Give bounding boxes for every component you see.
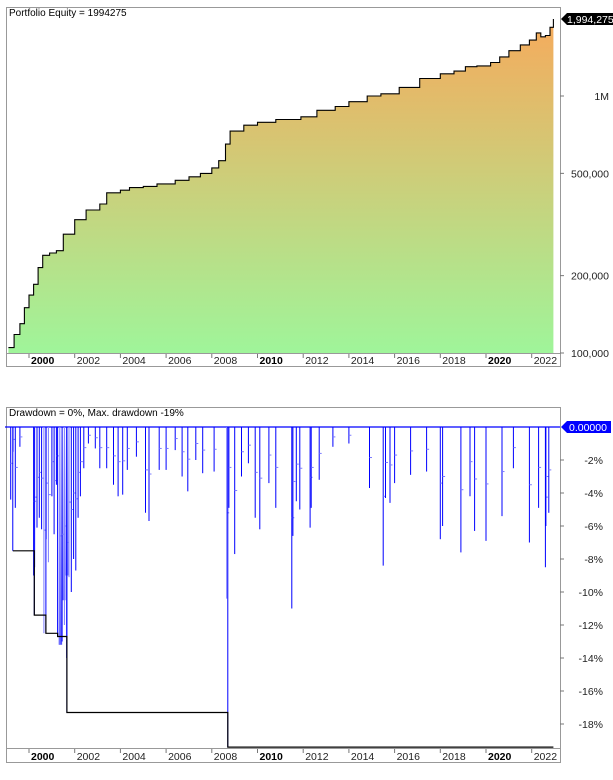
equity-title: Portfolio Equity = 1994275 <box>9 8 127 19</box>
equity-x-tick-label: 2008 <box>214 355 238 367</box>
equity-y-tick-label: 1M <box>594 91 609 103</box>
drawdown-last-value-text: 0.00000 <box>569 422 607 434</box>
drawdown-y-tick-label: -12% <box>578 620 603 632</box>
drawdown-x-tick-label: 2022 <box>534 751 558 763</box>
drawdown-y-tick-label: -8% <box>584 554 603 566</box>
drawdown-y-tick-label: -18% <box>578 719 603 731</box>
drawdown-x-tick-label: 2000 <box>31 751 55 763</box>
equity-x-tick-label: 2006 <box>168 355 192 367</box>
equity-line <box>8 19 554 349</box>
drawdown-x-tick-label: 2020 <box>488 751 512 763</box>
drawdown-panel <box>6 407 561 763</box>
drawdown-title: Drawdown = 0%, Max. drawdown -19% <box>9 408 184 419</box>
equity-last-value-label: 1,994,275 <box>561 12 613 26</box>
drawdown-x-tick-label: 2008 <box>214 751 238 763</box>
equity-area-fill <box>8 19 554 353</box>
drawdown-y-tick-label: -10% <box>578 587 603 599</box>
equity-x-tick-label: 2012 <box>305 355 329 367</box>
equity-last-value-text: 1,994,275 <box>567 14 613 26</box>
drawdown-last-value-label: 0.00000 <box>561 421 611 434</box>
equity-x-tick-label: 2016 <box>397 355 421 367</box>
equity-x-tick-label: 2010 <box>260 355 284 367</box>
equity-x-tick-label: 2000 <box>31 355 55 367</box>
equity-x-tick-label: 2014 <box>351 355 375 367</box>
drawdown-x-tick-label: 2018 <box>442 751 466 763</box>
drawdown-x-tick-label: 2016 <box>397 751 421 763</box>
drawdown-y-tick-label: -4% <box>584 488 603 500</box>
equity-y-tick-label: 200,000 <box>571 271 609 283</box>
drawdown-y-tick-label: -6% <box>584 521 603 533</box>
equity-x-tick-label: 2022 <box>534 355 558 367</box>
drawdown-y-tick-label: -16% <box>578 686 603 698</box>
drawdown-x-tick-label: 2004 <box>122 751 146 763</box>
drawdown-x-tick-label: 2002 <box>77 751 101 763</box>
equity-y-tick-label: 500,000 <box>571 168 609 180</box>
drawdown-y-tick-label: -14% <box>578 653 603 665</box>
max-drawdown-line <box>12 550 554 748</box>
drawdown-y-tick-label: -2% <box>584 455 603 467</box>
drawdown-x-tick-label: 2014 <box>351 751 375 763</box>
equity-x-tick-label: 2018 <box>442 355 466 367</box>
drawdown-x-tick-label: 2010 <box>260 751 284 763</box>
equity-x-tick-label: 2020 <box>488 355 512 367</box>
equity-y-tick-label: 100,000 <box>571 348 609 360</box>
equity-x-tick-label: 2004 <box>122 355 146 367</box>
drawdown-x-tick-label: 2012 <box>305 751 329 763</box>
drawdown-x-tick-label: 2006 <box>168 751 192 763</box>
equity-x-tick-label: 2002 <box>77 355 101 367</box>
